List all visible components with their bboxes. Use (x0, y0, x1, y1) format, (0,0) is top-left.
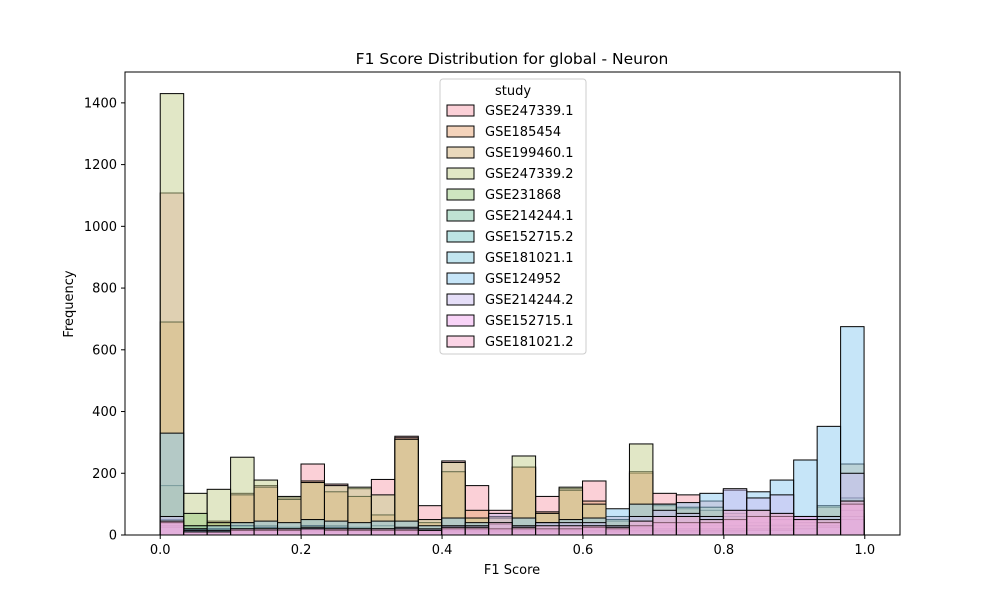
y-tick-label: 200 (92, 467, 117, 482)
bar-gse181021-2-bin-20 (628, 520, 654, 536)
bar-gse181021-2-bin-18 (582, 525, 607, 536)
bar-gse181021-2-bin-24 (722, 509, 748, 536)
legend-label: GSE231868 (485, 188, 561, 203)
legend-swatch (446, 293, 475, 306)
x-tick-label: 0.4 (432, 543, 453, 558)
x-axis-label: F1 Score (484, 563, 540, 578)
x-tick-label: 0.8 (714, 543, 735, 558)
legend-swatch (446, 272, 475, 285)
bar-gse181021-2-bin-0 (159, 520, 185, 536)
bar-gse181021-2-bin-12 (441, 526, 466, 536)
legend-label: GSE181021.1 (485, 251, 574, 266)
bar-gse181021-2-bin-19 (605, 526, 630, 536)
bar-gse181021-2-bin-3 (230, 528, 255, 536)
legend-label: GSE214244.2 (485, 293, 574, 308)
bar-gse181021-2-bin-16 (535, 525, 560, 536)
y-tick-label: 800 (92, 282, 117, 297)
bar-gse181021-2-bin-27 (793, 519, 818, 536)
legend-swatch (446, 188, 475, 201)
y-tick-label: 400 (92, 405, 117, 420)
legend-label: GSE152715.1 (485, 314, 574, 329)
legend-swatch (446, 314, 475, 327)
bar-gse181021-2-bin-11 (417, 529, 443, 536)
legend-label: GSE247339.1 (485, 104, 574, 119)
legend: study GSE247339.1GSE185454GSE199460.1GSE… (439, 78, 587, 355)
legend-label: GSE152715.2 (485, 230, 574, 245)
x-tick-label: 0.0 (150, 543, 171, 558)
legend-label: GSE181021.2 (485, 335, 574, 350)
legend-swatch (446, 335, 475, 348)
bar-gse181021-2-bin-14 (488, 522, 513, 536)
legend-swatch (446, 209, 475, 222)
legend-box (439, 78, 587, 355)
bar-gse181021-2-bin-21 (652, 515, 677, 536)
bar-gse181021-2-bin-28 (816, 519, 842, 536)
legend-title: study (495, 84, 531, 99)
y-tick-label: 1200 (84, 158, 117, 173)
legend-swatch (446, 251, 475, 264)
bar-gse181021-2-bin-13 (464, 526, 490, 536)
x-axis-ticks: 0.0 0.2 0.4 0.6 0.8 1.0 (150, 535, 875, 558)
bar-gse181021-2-bin-4 (253, 528, 279, 536)
bar-gse181021-2-bin-26 (769, 512, 795, 536)
bar-gse181021-2-bin-15 (511, 526, 537, 536)
bar-gse181021-2-bin-22 (675, 515, 701, 536)
x-tick-label: 1.0 (854, 543, 875, 558)
legend-swatch (446, 146, 475, 159)
y-tick-label: 0 (109, 529, 117, 544)
bar-gse181021-2-bin-10 (394, 528, 419, 536)
bar-gse181021-2-bin-17 (558, 525, 584, 536)
legend-swatch (446, 104, 475, 117)
bar-gse181021-2-bin-9 (370, 528, 396, 536)
y-axis-label: Frequency (62, 270, 77, 337)
x-tick-label: 0.2 (291, 543, 312, 558)
legend-swatch (446, 167, 475, 180)
bar-gse181021-2-bin-23 (699, 519, 724, 536)
x-tick-label: 0.6 (573, 543, 594, 558)
bar-gse181021-2-bin-5 (277, 528, 302, 536)
axes-frame (124, 71, 901, 536)
bar-gse181021-2-bin-29 (840, 500, 865, 536)
y-tick-label: 1400 (84, 96, 117, 111)
legend-items: GSE247339.1 GSE185454 GSE199460.1 GSE247339… (446, 104, 574, 350)
legend-swatch (446, 230, 475, 243)
legend-label: GSE185454 (485, 125, 561, 140)
bar-gse181021-2-bin-6 (300, 528, 325, 536)
legend-swatch (446, 125, 475, 138)
bar-gse181021-2-bin-7 (323, 528, 349, 536)
bar-gse181021-2-bin-8 (347, 528, 372, 536)
bar-gse181021-2-bin-25 (746, 509, 771, 536)
legend-label: GSE199460.1 (485, 146, 574, 161)
y-axis-ticks: 0 200 400 600 800 1000 1200 1400 (84, 96, 125, 544)
y-tick-label: 1000 (84, 220, 117, 235)
chart-title: F1 Score Distribution for global - Neuro… (356, 50, 669, 68)
y-tick-label: 600 (92, 343, 117, 358)
legend-label: GSE214244.1 (485, 209, 574, 224)
legend-label: GSE247339.2 (485, 167, 574, 182)
legend-label: GSE124952 (485, 272, 561, 287)
